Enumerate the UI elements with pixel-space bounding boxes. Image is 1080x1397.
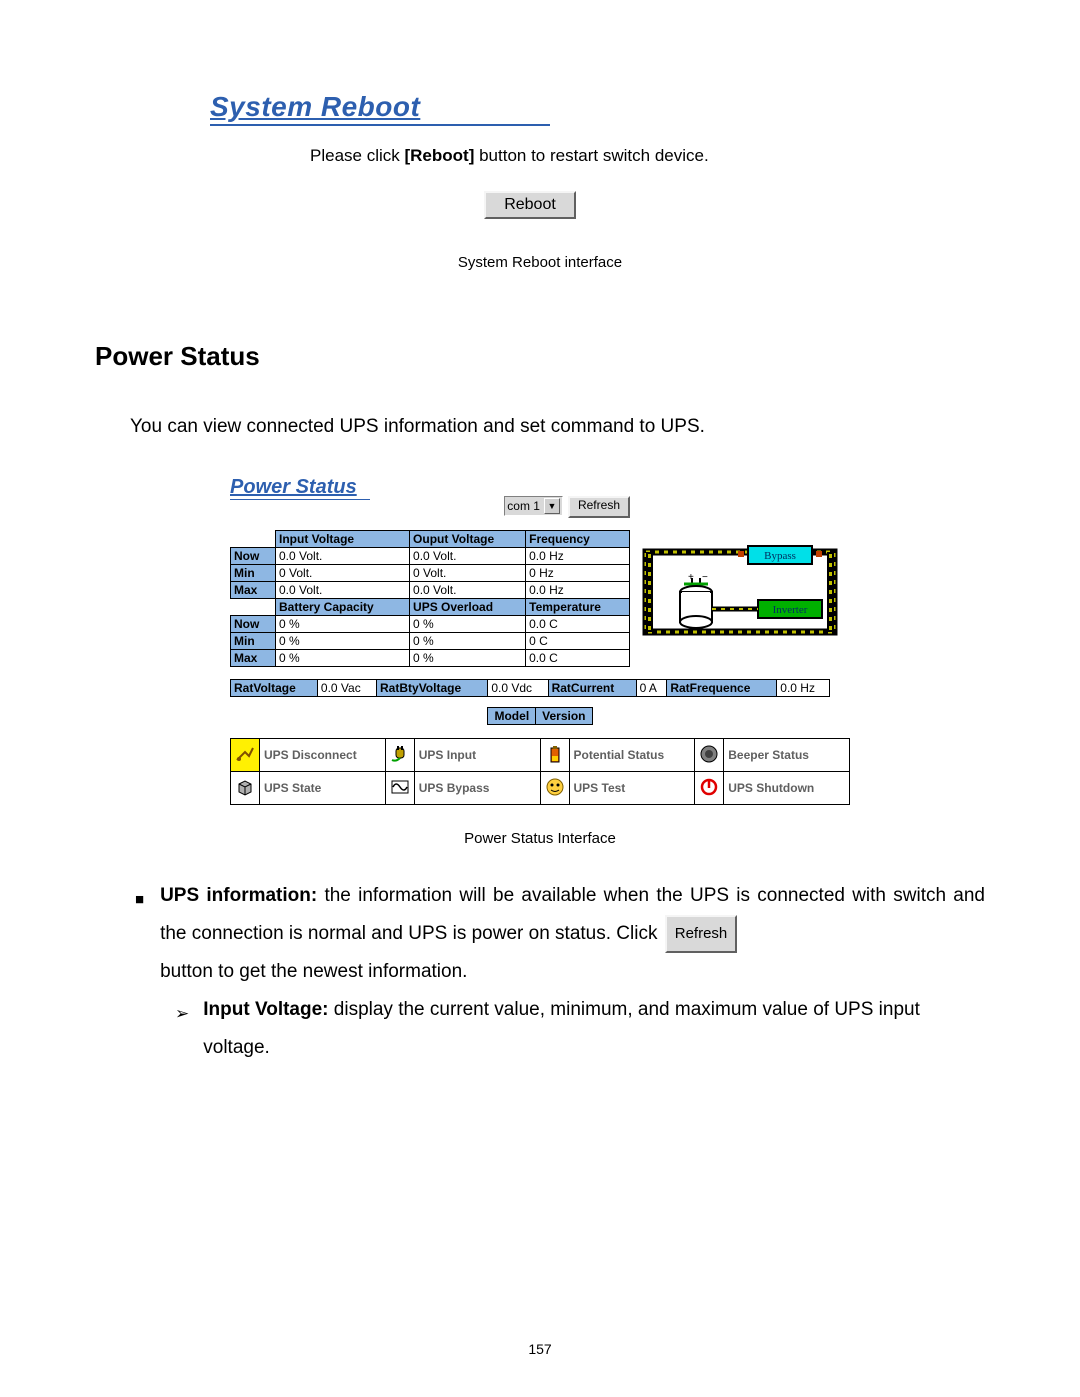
wave-icon <box>385 772 414 805</box>
col-ups-overload: UPS Overload <box>410 599 526 616</box>
rat-current-value: 0 A <box>636 680 667 697</box>
legend-potential-status: Potential Status <box>569 739 695 772</box>
row-min: Min <box>231 565 276 582</box>
rat-bty-voltage-label: RatBtyVoltage <box>377 680 488 697</box>
cell: 0.0 Volt. <box>276 548 410 565</box>
rat-bty-voltage-value: 0.0 Vdc <box>488 680 548 697</box>
cell: 0 % <box>410 616 526 633</box>
com-port-value: com 1 <box>507 499 540 513</box>
cell: 0 % <box>276 616 410 633</box>
rat-frequence-value: 0.0 Hz <box>777 680 830 697</box>
col-output-voltage: Ouput Voltage <box>410 531 526 548</box>
cell: 0.0 C <box>526 650 630 667</box>
shutdown-icon <box>695 772 724 805</box>
power-status-heading: Power Status <box>95 341 985 372</box>
battery-icon <box>540 739 569 772</box>
col-input-voltage: Input Voltage <box>276 531 410 548</box>
reboot-instruction: Please click [Reboot] button to restart … <box>310 146 850 166</box>
row-now: Now <box>231 548 276 565</box>
row-min2: Min <box>231 633 276 650</box>
com-port-select[interactable]: com 1 ▼ <box>504 496 563 516</box>
cell: 0.0 Volt. <box>410 582 526 599</box>
version-label: Version <box>536 708 592 725</box>
page-number: 157 <box>0 1341 1080 1357</box>
refresh-button[interactable]: Refresh <box>568 496 630 518</box>
cell: 0 Volt. <box>276 565 410 582</box>
svg-text:−: − <box>702 572 708 583</box>
legend-table: UPS Disconnect UPS Input Potential Statu… <box>230 738 850 805</box>
rat-voltage-label: RatVoltage <box>231 680 318 697</box>
rat-frequence-label: RatFrequence <box>667 680 777 697</box>
power-flow-diagram: Bypass Inverter <box>640 530 840 650</box>
cell: 0.0 Volt. <box>410 548 526 565</box>
square-bullet-icon: ■ <box>135 885 144 991</box>
plug-icon <box>385 739 414 772</box>
reboot-text-pre: Please click <box>310 146 404 165</box>
rat-current-label: RatCurrent <box>548 680 636 697</box>
legend-ups-input: UPS Input <box>414 739 540 772</box>
power-status-caption: Power Status Interface <box>95 830 985 847</box>
cell: 0.0 Hz <box>526 548 630 565</box>
cell: 0 Volt. <box>410 565 526 582</box>
bullet-input-voltage: ➢ Input Voltage: display the current val… <box>175 991 985 1067</box>
reboot-caption: System Reboot interface <box>95 254 985 271</box>
svg-text:+: + <box>688 572 694 583</box>
model-version-table: Model Version <box>487 707 592 725</box>
cell: 0.0 Hz <box>526 582 630 599</box>
refresh-inline-button[interactable]: Refresh <box>665 915 738 953</box>
bypass-label: Bypass <box>764 550 796 562</box>
model-label: Model <box>488 708 536 725</box>
input-voltage-label: Input Voltage: <box>203 999 328 1020</box>
row-now2: Now <box>231 616 276 633</box>
row-max2: Max <box>231 650 276 667</box>
cell: 0 % <box>276 633 410 650</box>
cell: 0 % <box>410 650 526 667</box>
chevron-down-icon: ▼ <box>544 498 560 514</box>
cube-icon <box>231 772 260 805</box>
speaker-icon <box>695 739 724 772</box>
row-max: Max <box>231 582 276 599</box>
col-battery-capacity: Battery Capacity <box>276 599 410 616</box>
cell: 0 % <box>276 650 410 667</box>
power-status-title: Power Status <box>230 476 370 500</box>
cell: 0.0 Volt. <box>276 582 410 599</box>
cell: 0.0 C <box>526 616 630 633</box>
legend-ups-shutdown: UPS Shutdown <box>724 772 850 805</box>
test-icon <box>540 772 569 805</box>
col-temperature: Temperature <box>526 599 630 616</box>
legend-ups-state: UPS State <box>260 772 386 805</box>
rat-voltage-value: 0.0 Vac <box>317 680 376 697</box>
ups-info-label: UPS information: <box>160 885 317 906</box>
system-reboot-panel: System Reboot Please click [Reboot] butt… <box>210 90 850 219</box>
inverter-label: Inverter <box>773 604 808 616</box>
arrow-bullet-icon: ➢ <box>175 997 189 1067</box>
bullet-ups-information: ■ UPS information: the information will … <box>135 877 985 991</box>
power-status-panel: Power Status com 1 ▼ Refresh Input Volta… <box>230 476 850 805</box>
reboot-button[interactable]: Reboot <box>484 191 576 219</box>
reboot-text-post: button to restart switch device. <box>474 146 708 165</box>
ups-info-after: button to get the newest information. <box>160 961 467 982</box>
reboot-text-bold: [Reboot] <box>404 146 474 165</box>
legend-ups-disconnect: UPS Disconnect <box>260 739 386 772</box>
legend-ups-bypass: UPS Bypass <box>414 772 540 805</box>
disconnect-icon <box>231 739 260 772</box>
legend-ups-test: UPS Test <box>569 772 695 805</box>
cell: 0 % <box>410 633 526 650</box>
power-status-intro: You can view connected UPS information a… <box>130 412 985 441</box>
cell: 0 Hz <box>526 565 630 582</box>
ups-readings-table: Input Voltage Ouput Voltage Frequency No… <box>230 530 630 667</box>
col-frequency: Frequency <box>526 531 630 548</box>
cell: 0 C <box>526 633 630 650</box>
system-reboot-title: System Reboot <box>210 90 550 126</box>
legend-beeper-status: Beeper Status <box>724 739 850 772</box>
rating-table: RatVoltage 0.0 Vac RatBtyVoltage 0.0 Vdc… <box>230 679 830 697</box>
